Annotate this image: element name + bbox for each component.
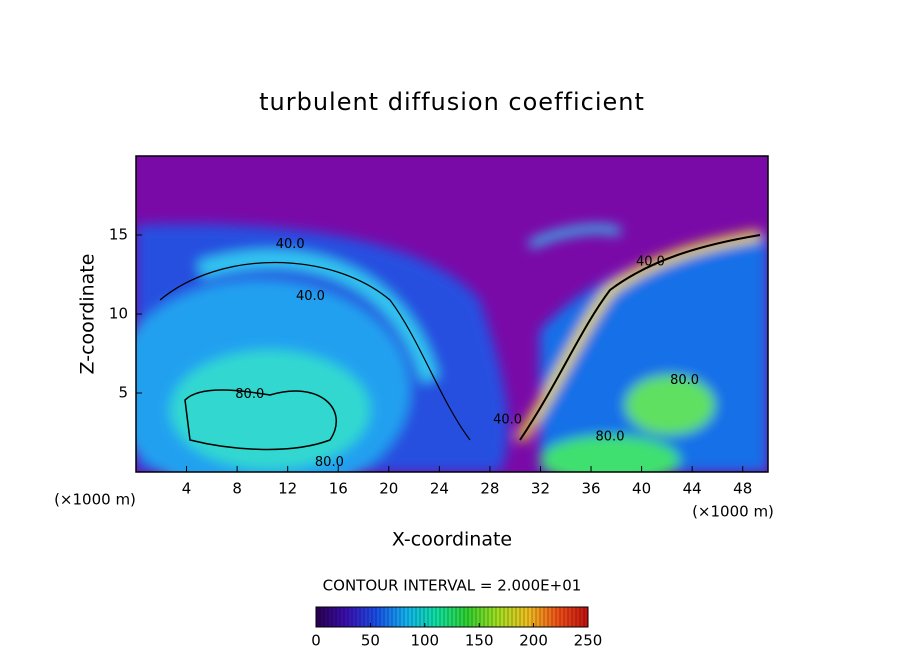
chart-title: turbulent diffusion coefficient: [259, 88, 645, 116]
colorbar-tick-label: 200: [519, 632, 548, 650]
x-tick-label: 8: [232, 480, 242, 498]
contour-label: 80.0: [670, 373, 699, 388]
x-tick-label: 48: [733, 480, 752, 498]
colorbar-tick-label: 100: [410, 632, 439, 650]
contour-label: 40.0: [296, 289, 325, 304]
x-tick-label: 24: [430, 480, 449, 498]
x-axis-label: X-coordinate: [392, 529, 512, 551]
x-tick-label: 12: [278, 480, 297, 498]
x-tick-label: 4: [182, 480, 192, 498]
x-tick-label: 16: [329, 480, 348, 498]
y-tick-label: 15: [109, 226, 128, 244]
x-tick-label: 28: [480, 480, 499, 498]
contour-label: 80.0: [235, 387, 264, 402]
x-tick-label: 32: [531, 480, 550, 498]
contour-label: 80.0: [596, 430, 625, 445]
colorbar-tick-label: 150: [465, 632, 494, 650]
x-unit: (×1000 m): [692, 503, 774, 521]
contour-label: 40.0: [493, 412, 522, 427]
colorbar-tick-label: 250: [574, 632, 603, 650]
x-tick-label: 40: [632, 480, 651, 498]
colorbar-tick-label: 0: [311, 632, 321, 650]
field: [136, 156, 768, 472]
contour-label: 80.0: [315, 455, 344, 470]
y-axis-label: Z-coordinate: [77, 254, 99, 375]
y-tick-label: 5: [118, 384, 128, 402]
contour-label: 40.0: [276, 237, 305, 252]
contour-interval: CONTOUR INTERVAL = 2.000E+01: [323, 577, 582, 595]
contour-label: 40.0: [636, 254, 665, 269]
colorbar-tick-label: 50: [361, 632, 380, 650]
x-tick-label: 36: [581, 480, 600, 498]
y-tick-label: 10: [109, 305, 128, 323]
x-unit: (×1000 m): [54, 491, 136, 509]
x-tick-label: 20: [379, 480, 398, 498]
x-tick-label: 44: [683, 480, 702, 498]
